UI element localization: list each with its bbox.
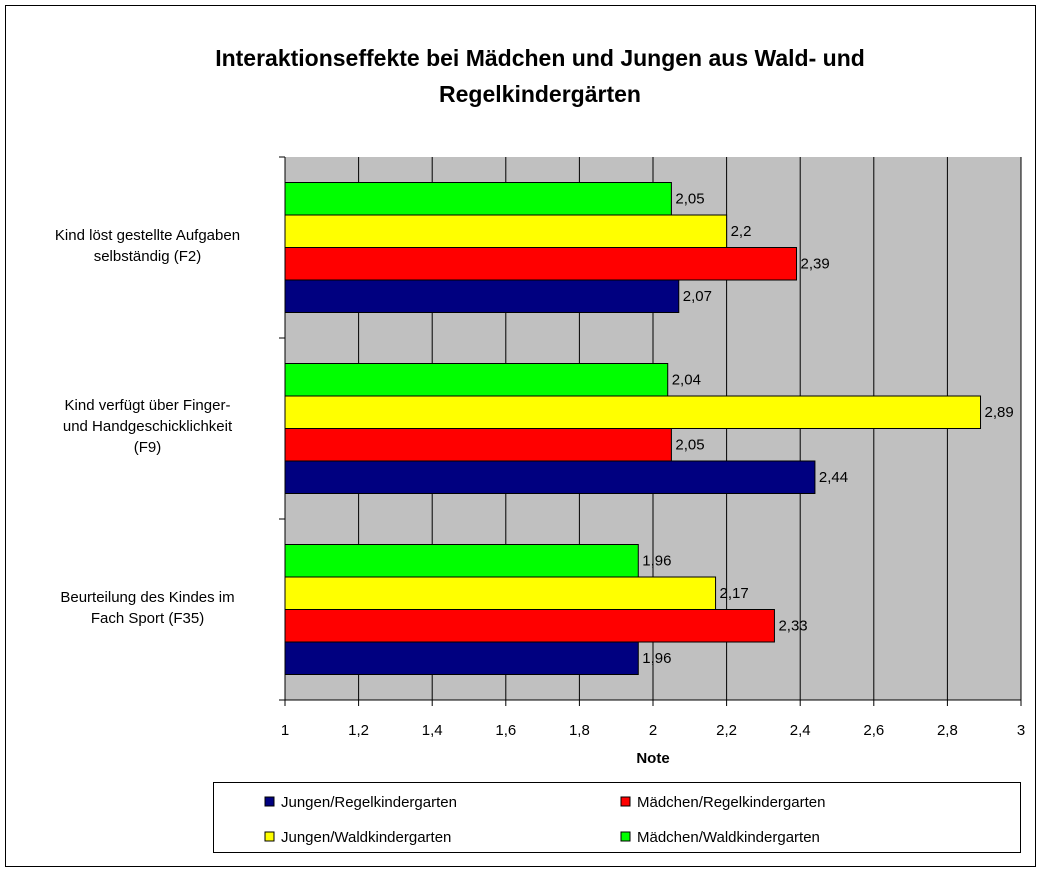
value-label: 2,33	[778, 618, 807, 635]
category-label: Kind verfügt über Finger- und Handgeschi…	[62, 397, 233, 456]
x-tick-label: 1,2	[348, 722, 369, 739]
bar	[284, 460, 816, 494]
x-tick-label: 1,8	[569, 722, 590, 739]
category-label: Kind löst gestellte Aufgaben selbständig…	[54, 226, 241, 265]
x-tick-label: 2,4	[790, 722, 811, 739]
legend-box	[213, 782, 1021, 853]
x-tick-label: 2,2	[716, 722, 737, 739]
legend-label: Mädchen/Waldkindergarten	[637, 829, 820, 846]
bar	[284, 428, 672, 462]
chart-title: Interaktionseffekte bei Mädchen und Jung…	[215, 45, 865, 107]
legend-label: Jungen/Regelkindergarten	[281, 794, 457, 811]
bar	[284, 182, 672, 216]
value-label: 2,2	[731, 223, 752, 240]
bar	[284, 363, 669, 397]
x-tick-label: 2,6	[863, 722, 884, 739]
x-tick-label: 1,6	[495, 722, 516, 739]
value-label: 1,96	[642, 553, 671, 570]
value-label: 2,17	[720, 585, 749, 602]
value-label: 2,39	[801, 256, 830, 273]
value-label: 2,07	[683, 288, 712, 305]
x-tick-label: 3	[1017, 722, 1025, 739]
legend-swatch	[264, 831, 275, 842]
x-tick-label: 2,8	[937, 722, 958, 739]
bar	[284, 544, 639, 578]
value-label: 2,04	[672, 372, 701, 389]
legend-swatch	[620, 831, 631, 842]
legend-label: Mädchen/Regelkindergarten	[637, 794, 825, 811]
bar	[284, 214, 728, 248]
bar	[284, 609, 775, 643]
bar	[284, 641, 639, 675]
legend-label: Jungen/Waldkindergarten	[281, 829, 451, 846]
x-tick-label: 1,4	[422, 722, 443, 739]
legend-swatch	[264, 796, 275, 807]
x-tick-label: 1	[281, 722, 289, 739]
value-label: 2,44	[819, 469, 848, 486]
value-label: 2,89	[985, 404, 1014, 421]
value-label: 2,05	[675, 191, 704, 208]
legend-swatch	[620, 796, 631, 807]
value-label: 1,96	[642, 650, 671, 667]
category-label: Beurteilung des Kindes im Fach Sport (F3…	[60, 588, 235, 627]
x-tick-label: 2	[649, 722, 657, 739]
bar	[284, 576, 717, 610]
bar	[284, 247, 798, 281]
bar	[284, 395, 982, 429]
value-label: 2,05	[675, 437, 704, 454]
x-axis-title: Note	[636, 750, 669, 767]
bar	[284, 279, 680, 313]
